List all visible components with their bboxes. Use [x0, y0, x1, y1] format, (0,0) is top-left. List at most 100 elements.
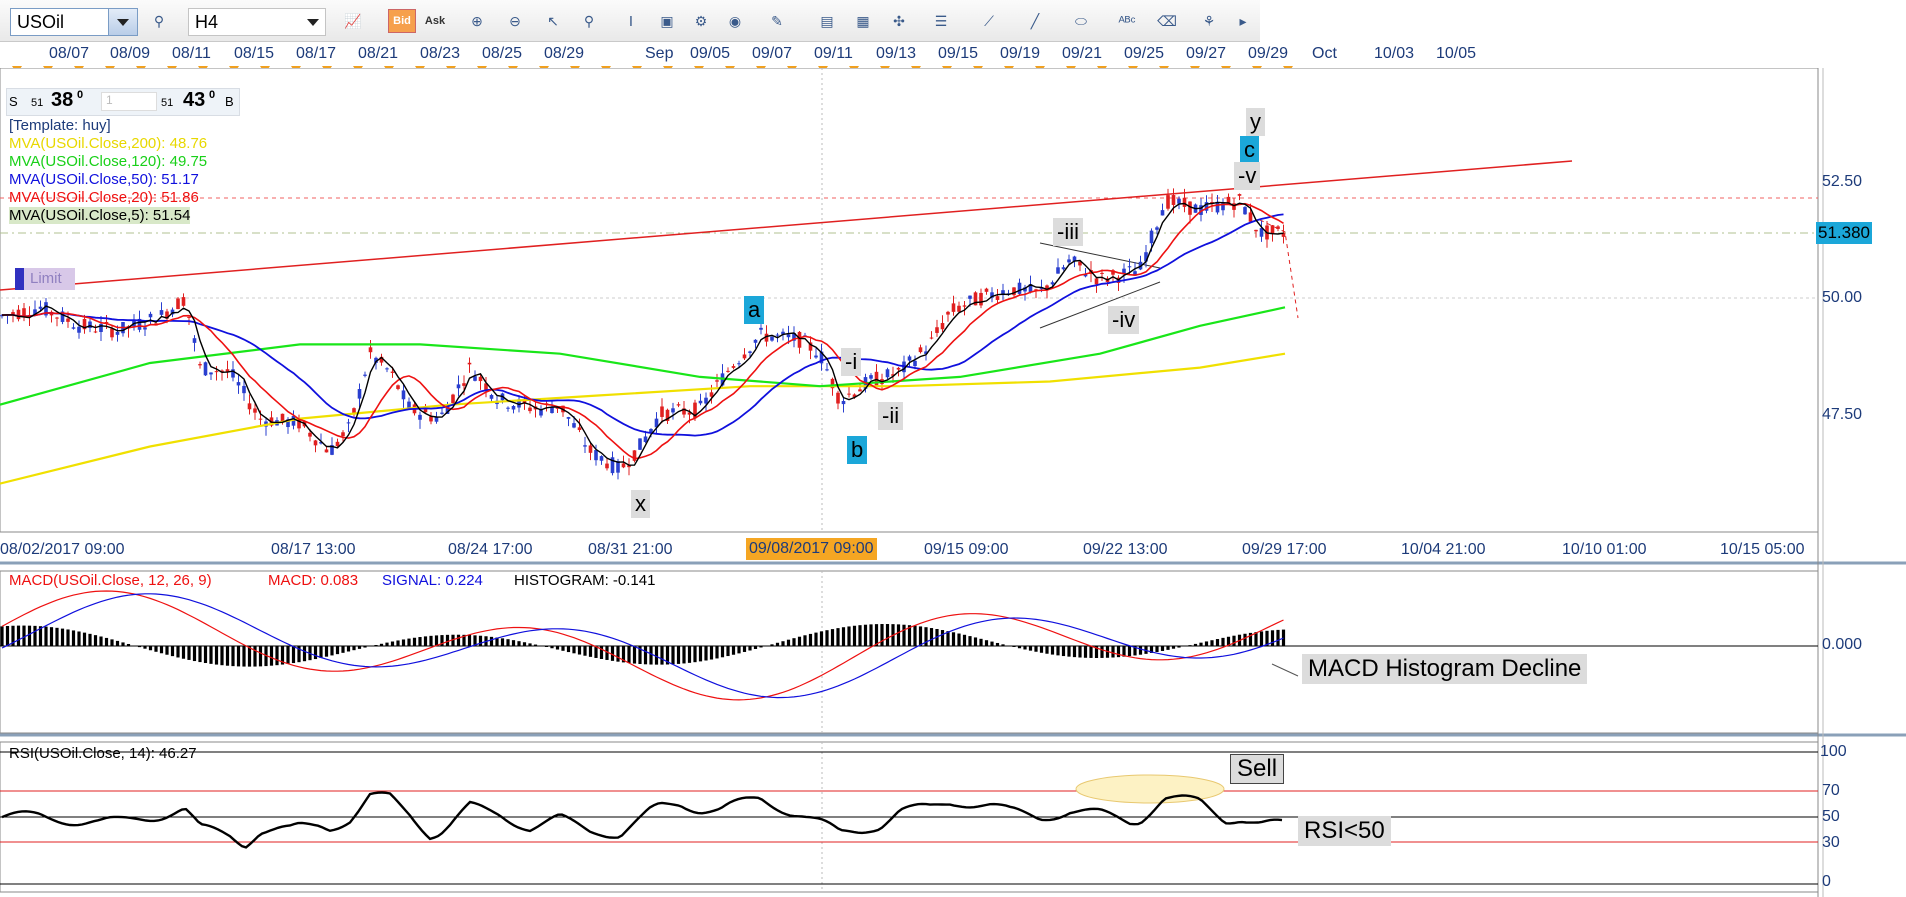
ma120-label[interactable]: MVA(USOil.Close,120): 49.75 [9, 153, 208, 170]
ma200-label[interactable]: MVA(USOil.Close,200): 48.76 [9, 135, 208, 152]
sell-price-small: 51 [31, 97, 44, 109]
cursor-icon[interactable]: ↖ [547, 13, 559, 29]
macd-histogram-bar [280, 646, 285, 665]
symbol-tool-icon[interactable]: ⚲ [153, 13, 165, 29]
macd-histogram-bar [682, 646, 686, 664]
candle-body [946, 311, 950, 315]
globe-icon[interactable]: ◉ [728, 13, 742, 29]
macd-histogram-bar [1116, 646, 1121, 658]
wave-label-iv[interactable]: -iv [1108, 306, 1140, 334]
candle-body [896, 367, 901, 370]
wave-label-y[interactable]: y [1246, 108, 1265, 136]
macd-histogram-bar [797, 636, 802, 646]
image-icon[interactable]: ▤ [820, 13, 834, 29]
macd-histogram-bar [1056, 646, 1060, 656]
ma50-line [1, 213, 1284, 437]
macd-annotation-pointer [1271, 663, 1299, 677]
macd-histogram-bar [209, 646, 213, 664]
top-date-label: 08/09 [110, 45, 151, 62]
settings-icon[interactable]: ⚙ [694, 13, 708, 29]
wave-label-a[interactable]: a [744, 296, 765, 324]
ma20-label[interactable]: MVA(USOil.Close,20): 51.86 [9, 189, 199, 206]
limit-order-marker[interactable]: Limit [15, 268, 75, 290]
candle-body [1028, 284, 1033, 293]
chevron-down-icon[interactable] [108, 9, 137, 35]
candle-body [0, 315, 4, 317]
macd-histogram-bar [517, 641, 521, 646]
candle-body [379, 356, 384, 363]
wave-label-v[interactable]: -v [1234, 162, 1261, 190]
draw-line-icon[interactable]: ╱ [1030, 13, 1040, 29]
bid-button[interactable]: Bid [388, 9, 416, 33]
template-icon[interactable]: ▦ [856, 13, 870, 29]
macd-histogram-bar [1138, 646, 1143, 655]
wave-label-x[interactable]: x [631, 490, 650, 518]
wave-label-ii[interactable]: -ii [878, 402, 904, 430]
price-axis-label: 52.50 [1822, 173, 1863, 190]
time-axis-label: 09/22 13:00 [1083, 541, 1168, 558]
rsi-sell-annotation[interactable]: Sell [1230, 754, 1285, 784]
zoom-out-icon[interactable]: ⊖ [509, 13, 521, 29]
wave-label-iii[interactable]: -iii [1053, 218, 1083, 246]
candle-body [764, 333, 769, 342]
more-icon[interactable]: ▸ [1239, 13, 1247, 29]
macd-histogram-bar [555, 646, 560, 650]
quote-box[interactable]: S 51 38 0 1 51 43 0 B [6, 88, 240, 116]
ask-button[interactable]: Ask [424, 15, 446, 27]
period-select[interactable]: H4 [188, 8, 326, 36]
wave-label-i[interactable]: -i [841, 348, 862, 376]
candle-body [242, 385, 246, 394]
candle-body [137, 318, 142, 330]
ma50-label[interactable]: MVA(USOil.Close,50): 51.17 [9, 171, 199, 188]
eraser-icon[interactable]: ⌫ [1157, 13, 1177, 29]
ruler-icon[interactable]: ✎ [771, 13, 783, 29]
candle-body [847, 393, 851, 395]
ma5-label[interactable]: MVA(USOil.Close,5): 51.54 [9, 207, 191, 224]
crosshair-icon[interactable]: ✣ [893, 13, 905, 29]
candle-body [517, 399, 521, 408]
macd-histogram-bar [1243, 633, 1247, 646]
list-icon[interactable]: ☰ [934, 13, 948, 29]
candle-body [1149, 230, 1154, 244]
wedge-lower-line[interactable] [1039, 281, 1161, 329]
candle-body [550, 407, 554, 414]
wave-label-b[interactable]: b [847, 436, 868, 464]
indicator-icon[interactable]: Ⅰ [628, 13, 634, 29]
macd-histogram-bar [220, 646, 224, 666]
chart-area[interactable] [0, 68, 1906, 897]
chart-type-icon[interactable]: ⚲ [583, 13, 595, 29]
sell-price-big[interactable]: 38 [51, 89, 74, 111]
period-value: H4 [195, 12, 219, 32]
window-icon[interactable]: ▣ [660, 13, 674, 29]
candle-body [638, 438, 642, 450]
lot-input[interactable]: 1 [101, 92, 157, 111]
symbol-select[interactable]: USOil [10, 8, 138, 36]
line-chart-icon[interactable]: 📈 [344, 13, 362, 29]
candle-body [451, 394, 455, 404]
zoom-in-icon[interactable]: ⊕ [471, 13, 483, 29]
candle-body [929, 337, 934, 339]
macd-histogram-bar [1204, 641, 1209, 646]
text-icon[interactable]: ᴬᴮᶜ [1118, 13, 1136, 29]
macd-histogram-bar [869, 624, 873, 646]
macd-histogram-bar [1210, 640, 1214, 646]
macd-histogram-bar [1028, 646, 1033, 651]
candle-body [297, 417, 301, 429]
candle-body [1182, 197, 1187, 207]
chevron-down-icon[interactable] [299, 9, 325, 35]
ellipse-icon[interactable]: ⬭ [1075, 13, 1087, 29]
top-date-label: 08/21 [358, 45, 399, 62]
macd-annotation[interactable]: MACD Histogram Decline [1302, 654, 1588, 684]
rsi-below-annotation[interactable]: RSI<50 [1298, 816, 1391, 846]
macd-histogram-bar [1188, 645, 1192, 646]
trend-icon[interactable]: ⟋ [984, 13, 994, 29]
buy-price-big[interactable]: 43 [183, 89, 206, 111]
candle-body [71, 327, 76, 329]
candle-body [599, 456, 604, 461]
tree-icon[interactable]: ⚘ [1202, 13, 1216, 29]
macd-histogram-bar [1171, 646, 1176, 649]
resistance-trendline[interactable] [0, 160, 1573, 291]
wave-label-c[interactable]: c [1240, 136, 1259, 164]
candle-body [1012, 287, 1016, 296]
top-date-label: 09/11 [814, 45, 853, 62]
